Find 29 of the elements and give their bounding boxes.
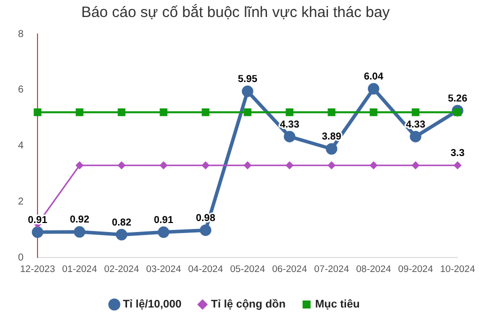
x-tick-label: 05-2024 (230, 264, 265, 275)
data-label: 0.92 (70, 214, 90, 226)
x-tick-label: 10-2024 (440, 264, 476, 275)
x-tick-label: 08-2024 (356, 264, 392, 275)
x-tick-label: 04-2024 (188, 264, 223, 275)
data-label: 5.95 (238, 74, 258, 86)
x-tick-label: 03-2024 (146, 264, 181, 275)
y-tick-label: 0 (18, 252, 24, 264)
data-label: 3.3 (450, 148, 465, 160)
legend-label: Tỉ lệ cộng dồn (211, 298, 286, 311)
legend-label: Mục tiêu (315, 298, 360, 311)
y-tick-label: 8 (18, 28, 24, 40)
data-label: 5.26 (448, 93, 468, 104)
x-tick-label: 12-2023 (20, 264, 55, 275)
legend-label: Tỉ lệ/10,000 (122, 298, 182, 311)
chart-title: Báo cáo sự cố bắt buộc lĩnh vực khai thác bay (81, 3, 390, 22)
y-tick-label: 6 (18, 84, 24, 96)
x-tick-label: 06-2024 (272, 264, 308, 275)
data-label: 4.33 (406, 119, 426, 130)
data-label: 0.82 (112, 217, 132, 228)
data-label: 0.91 (154, 214, 174, 226)
x-tick-label: 09-2024 (398, 264, 434, 275)
x-tick-label: 02-2024 (104, 264, 139, 275)
x-tick-label: 07-2024 (314, 264, 350, 275)
x-tick-label: 01-2024 (62, 264, 97, 275)
data-label: 6.04 (364, 72, 384, 83)
y-tick-label: 2 (18, 196, 24, 208)
y-tick-label: 4 (18, 140, 24, 152)
data-label: 4.33 (280, 119, 300, 130)
